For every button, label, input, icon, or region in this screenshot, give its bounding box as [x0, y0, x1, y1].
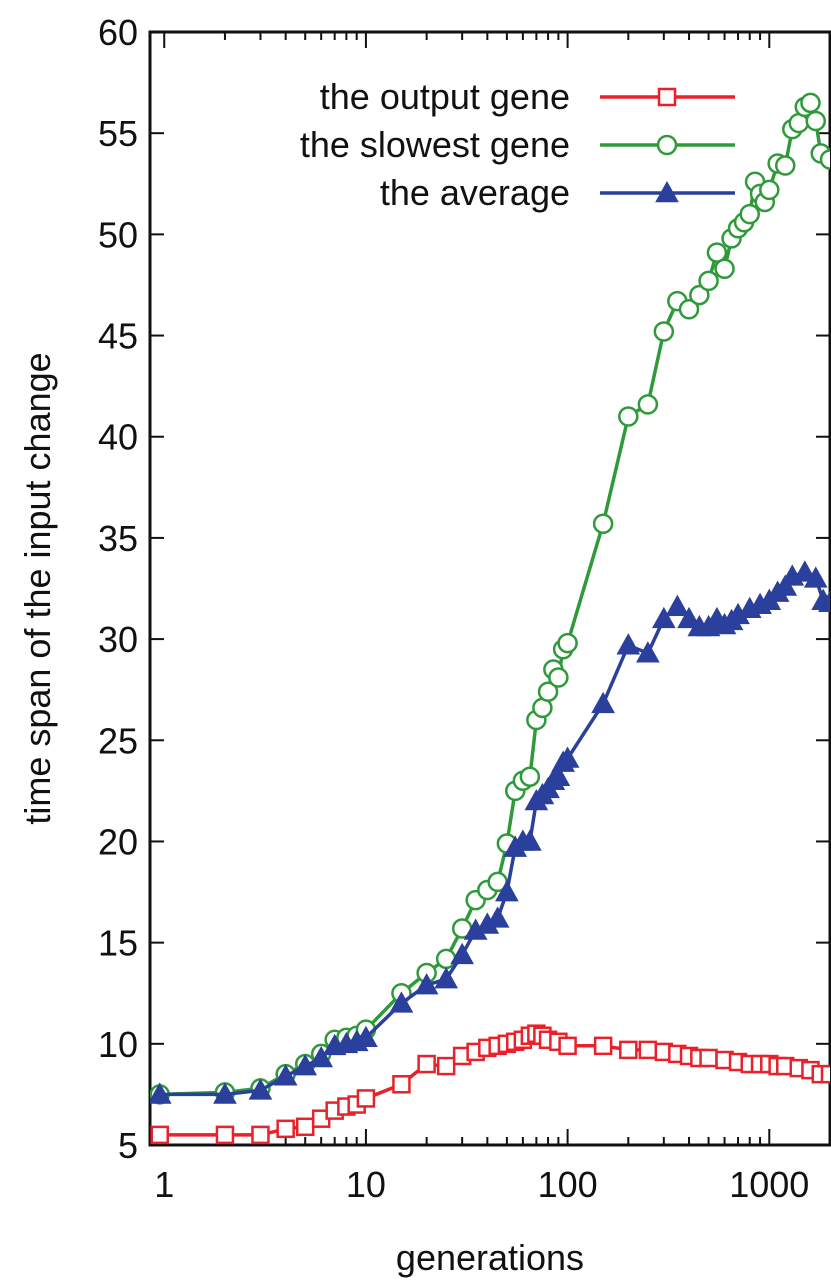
data-point-the-average	[485, 906, 510, 928]
data-point-the-average	[273, 1064, 298, 1086]
data-point-the-average	[389, 991, 414, 1013]
data-point-the-output-gene	[251, 1125, 270, 1145]
data-point-the-average	[636, 641, 660, 663]
data-point-the-output-gene	[699, 1048, 718, 1068]
data-point-the-output-gene	[820, 1064, 830, 1084]
y-tick-label: 25	[98, 720, 138, 761]
data-point-the-slowest-gene	[537, 681, 559, 702]
data-point-the-output-gene	[392, 1075, 411, 1094]
data-point-the-average	[248, 1078, 273, 1100]
data-point-the-slowest-gene	[739, 203, 760, 225]
y-axis-title: time span of the input change	[17, 352, 58, 824]
y-tick-label: 40	[98, 417, 138, 458]
data-point-the-average	[213, 1082, 237, 1104]
data-point-the-average	[818, 590, 830, 612]
data-point-the-slowest-gene	[435, 948, 457, 970]
x-tick-label: 10	[346, 1164, 386, 1205]
legend-label-the-average: the average	[380, 172, 570, 213]
data-point-the-average	[518, 829, 542, 851]
legend-marker-the-average	[655, 180, 679, 203]
data-point-the-slowest-gene	[557, 632, 578, 654]
data-point-the-slowest-gene	[714, 258, 735, 280]
data-point-the-output-gene	[295, 1117, 315, 1137]
data-point-the-output-gene	[638, 1040, 658, 1060]
data-point-the-slowest-gene	[519, 766, 541, 787]
legend-label-the-slowest-gene: the slowest gene	[300, 124, 570, 165]
y-tick-label: 5	[118, 1125, 138, 1166]
data-point-the-slowest-gene	[637, 394, 659, 415]
data-point-the-average	[414, 973, 439, 995]
data-point-the-average	[792, 560, 817, 582]
y-tick-label: 45	[98, 316, 138, 357]
data-point-the-average	[546, 764, 571, 786]
data-point-the-slowest-gene	[618, 406, 639, 427]
series-line-the-average	[159, 570, 830, 1097]
series-the-slowest-gene	[150, 92, 830, 1105]
data-point-the-output-gene	[150, 1125, 169, 1145]
legend-marker-the-output-gene	[657, 87, 677, 107]
y-tick-label: 10	[98, 1024, 138, 1065]
y-tick-label: 15	[98, 923, 138, 964]
legend-label-the-output-gene: the output gene	[320, 76, 570, 117]
data-point-the-average	[150, 1082, 172, 1104]
data-point-the-average	[309, 1045, 334, 1068]
data-point-the-slowest-gene	[805, 110, 827, 132]
x-tick-label: 1000	[729, 1164, 809, 1205]
data-point-the-slowest-gene	[548, 667, 569, 688]
series-layer	[150, 92, 830, 1145]
legend-marker-the-slowest-gene	[656, 134, 678, 156]
data-point-the-slowest-gene	[653, 321, 675, 342]
data-point-the-average	[677, 606, 701, 629]
data-point-the-slowest-gene	[775, 155, 796, 176]
x-axis-title: generations	[396, 1237, 584, 1278]
data-point-the-output-gene	[436, 1056, 456, 1076]
data-point-the-slowest-gene	[689, 284, 710, 306]
data-point-the-slowest-gene	[706, 242, 728, 263]
x-tick-label: 1	[154, 1164, 174, 1205]
data-point-the-average	[434, 967, 459, 989]
y-tick-label: 55	[98, 113, 138, 154]
data-point-the-output-gene	[417, 1054, 436, 1074]
y-tick-label: 35	[98, 518, 138, 559]
y-tick-label: 50	[98, 214, 138, 255]
data-point-the-slowest-gene	[592, 513, 614, 534]
data-point-the-slowest-gene	[800, 92, 821, 114]
data-point-the-output-gene	[593, 1036, 613, 1056]
data-point-the-output-gene	[276, 1119, 295, 1139]
axes: 5 10 15 20 25 30 35 40 45 50 55 60 1 10 100 1000	[98, 12, 831, 1205]
data-point-the-output-gene	[215, 1125, 235, 1145]
data-point-the-output-gene	[558, 1036, 577, 1056]
data-point-the-average	[495, 880, 519, 902]
y-tick-label: 30	[98, 619, 138, 660]
data-point-the-output-gene	[356, 1089, 376, 1108]
data-point-the-slowest-gene	[678, 298, 700, 320]
legend: the output gene the slowest gene the avera…	[300, 76, 735, 213]
series-line-the-slowest-gene	[159, 101, 830, 1097]
data-point-the-average	[651, 606, 676, 629]
data-point-the-average	[665, 594, 690, 617]
series-the-output-gene	[150, 1024, 830, 1145]
x-tick-label: 100	[538, 1164, 598, 1205]
plot-frame	[148, 30, 831, 1147]
data-point-the-slowest-gene	[819, 149, 830, 170]
data-point-the-slowest-gene	[698, 270, 719, 292]
y-tick-label: 60	[98, 12, 138, 53]
data-point-the-average	[803, 566, 828, 588]
data-point-the-output-gene	[619, 1040, 638, 1060]
data-point-the-average	[354, 1025, 378, 1048]
data-point-the-average	[555, 746, 580, 768]
y-tick-label: 20	[98, 821, 138, 862]
series-the-average	[150, 560, 830, 1104]
data-point-the-average	[450, 942, 474, 965]
data-point-the-slowest-gene	[759, 179, 780, 201]
data-point-the-average	[616, 633, 641, 655]
data-point-the-average	[591, 691, 615, 714]
